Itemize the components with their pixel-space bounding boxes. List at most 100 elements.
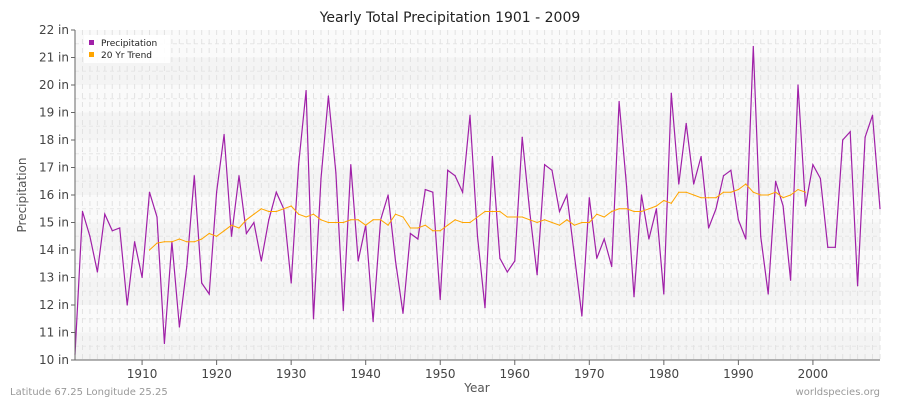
trend-point: [581, 221, 583, 224]
precipitation-point: [693, 183, 695, 185]
precipitation-point: [558, 210, 561, 213]
precipitation-point: [156, 216, 158, 218]
trend-point: [223, 230, 225, 232]
trend-point: [670, 202, 672, 204]
x-tick-label: 1940: [350, 367, 381, 381]
trend-point: [245, 219, 248, 221]
precipitation-point: [134, 241, 136, 243]
trend-point: [506, 216, 508, 218]
trend-point: [543, 219, 546, 221]
precipitation-point: [752, 45, 754, 48]
trend-point: [611, 210, 613, 213]
trend-point: [417, 227, 419, 229]
trend-point: [335, 221, 337, 224]
trend-point: [573, 224, 575, 226]
precipitation-point: [230, 235, 233, 237]
precipitation-point: [879, 208, 881, 210]
precipitation-point: [327, 95, 330, 97]
precipitation-point: [335, 172, 337, 174]
precipitation-point: [253, 221, 255, 224]
precipitation-point: [521, 136, 523, 138]
trend-point: [633, 210, 635, 213]
trend-point: [350, 219, 352, 221]
trend-point: [409, 227, 412, 229]
trend-point: [521, 216, 523, 218]
trend-point: [365, 224, 367, 226]
precipitation-point: [648, 238, 650, 240]
precipitation-point: [678, 183, 680, 185]
precipitation-point: [700, 155, 702, 158]
trend-point: [193, 241, 195, 243]
trend-point: [171, 241, 173, 243]
precipitation-point: [573, 254, 575, 257]
precipitation-point: [655, 208, 657, 210]
trend-point: [447, 224, 449, 226]
trend-point: [260, 208, 262, 210]
x-tick-label: 1910: [127, 367, 158, 381]
trend-point: [253, 213, 255, 215]
precipitation-point: [461, 191, 464, 193]
trend-point: [312, 213, 315, 215]
x-axis: 1910 1920 1930 1940 1950 1960 1970 1980 1990 2000: [127, 360, 828, 381]
precipitation-point: [789, 279, 792, 281]
trend-point: [283, 208, 285, 210]
precipitation-point: [81, 210, 84, 213]
trend-point: [648, 208, 650, 210]
trend-point: [663, 199, 665, 202]
trend-point: [216, 235, 218, 237]
trend-point: [760, 194, 762, 196]
trend-point: [678, 191, 680, 193]
trend-point: [551, 221, 553, 224]
precipitation-point: [201, 282, 203, 284]
y-tick-label: 15 in: [39, 216, 69, 230]
precipitation-point: [514, 260, 516, 262]
y-axis-label: Precipitation: [15, 157, 29, 232]
precipitation-point: [543, 164, 546, 166]
precipitation-point: [663, 293, 665, 295]
precipitation-point: [581, 315, 583, 317]
trend-point: [208, 232, 210, 235]
precipitation-point: [506, 271, 508, 273]
precipitation-point: [454, 175, 456, 177]
precipitation-point: [350, 164, 352, 166]
legend-swatch-trend: [89, 52, 94, 57]
trend-point: [298, 213, 300, 215]
precipitation-point: [290, 282, 292, 284]
trend-point: [789, 194, 792, 196]
trend-point: [514, 216, 516, 218]
x-tick-label: 1980: [649, 367, 680, 381]
trend-point: [558, 224, 561, 226]
precipitation-point: [89, 235, 91, 237]
trend-point: [186, 241, 188, 243]
precipitation-point: [834, 246, 836, 248]
precipitation-point: [499, 257, 501, 259]
precipitation-point: [409, 232, 412, 235]
precipitation-point: [633, 296, 635, 298]
trend-point: [342, 221, 344, 224]
y-tick-label: 16 in: [39, 188, 69, 202]
y-tick-label: 10 in: [39, 353, 69, 367]
trend-point: [536, 221, 538, 224]
y-tick-label: 21 in: [39, 51, 69, 65]
y-tick-label: 22 in: [39, 23, 69, 37]
y-tick-label: 20 in: [39, 78, 69, 92]
precipitation-point: [424, 188, 426, 191]
x-tick-label: 1960: [499, 367, 530, 381]
precipitation-point: [342, 309, 344, 312]
precipitation-point: [842, 139, 844, 141]
precipitation-point: [163, 342, 166, 345]
precipitation-point: [469, 114, 471, 116]
x-tick-label: 1930: [276, 367, 307, 381]
precipitation-point: [730, 169, 732, 171]
trend-point: [596, 213, 598, 215]
x-tick-label: 1950: [425, 367, 456, 381]
y-tick-label: 18 in: [39, 133, 69, 147]
trend-point: [782, 197, 784, 199]
precipitation-point: [305, 89, 307, 92]
trend-point: [305, 216, 307, 218]
trend-point: [737, 188, 739, 191]
trend-point: [625, 208, 628, 210]
precipitation-point: [186, 265, 188, 268]
trend-point: [148, 249, 151, 251]
